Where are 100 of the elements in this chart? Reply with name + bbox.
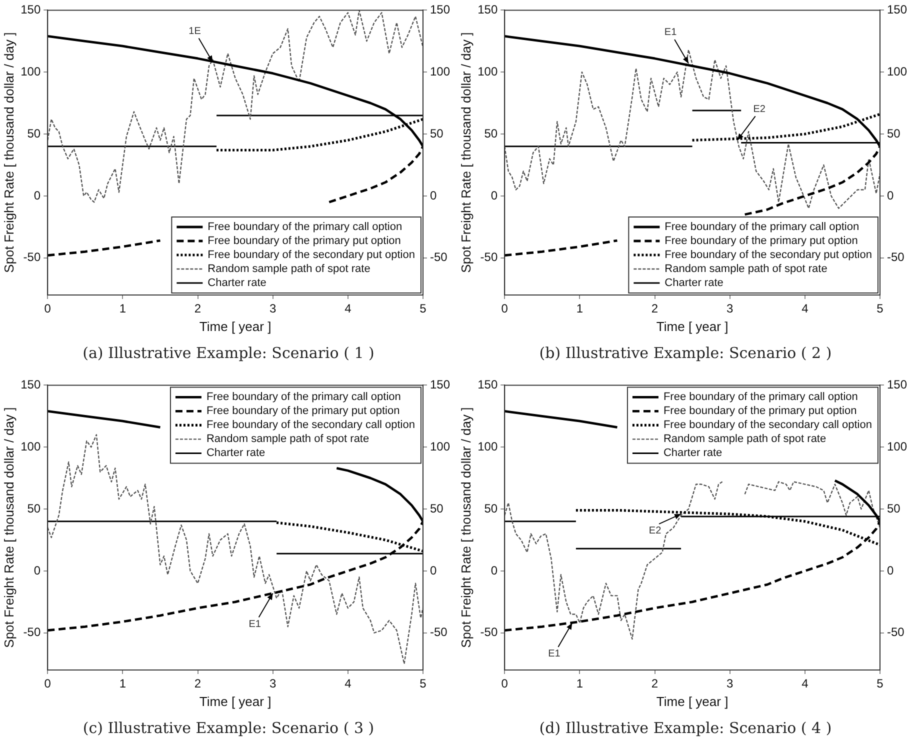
y-tick-label: 50 [484, 126, 498, 140]
text: (b) Illustrative Example: Scenario ( 2 ) [538, 343, 833, 364]
x-tick-label: 4 [344, 676, 352, 691]
x-tick-label: 4 [344, 302, 352, 316]
legend-label: Free boundary of the primary call option [206, 391, 401, 404]
y2-tick-label: 0 [430, 188, 437, 202]
x-tick-label: 5 [876, 302, 884, 316]
y-tick-label: 0 [34, 188, 41, 202]
x-tick-label: 4 [802, 676, 809, 691]
legend-label: Charter rate [208, 277, 266, 290]
line-series [48, 434, 423, 664]
legend-label: Free boundary of the secondary call option [663, 419, 872, 432]
legend-label: Free boundary of the primary put option [206, 405, 400, 418]
y-tick-label: -50 [23, 250, 41, 264]
x-axis-title: Time [ year ] [199, 694, 272, 709]
legend-label: Free boundary of the primary put option [664, 235, 858, 248]
x-tick-label: 1 [576, 302, 584, 316]
y-tick-label: 150 [20, 2, 41, 17]
x-tick-label: 0 [44, 676, 52, 691]
y-axis-title: Spot Freight Rate [ thousand dollar / day ] [458, 407, 474, 648]
legend-label: Random sample path of spot rate [208, 263, 370, 276]
y-tick-label: 0 [490, 188, 498, 202]
y2-tick-label: -50 [886, 250, 905, 264]
line-series [504, 49, 880, 209]
legend-label: Free boundary of the primary put option [208, 235, 401, 248]
x-tick-label: 2 [194, 302, 202, 316]
legend-label: Free boundary of the primary call option [663, 391, 858, 404]
y2-tick-label: 50 [430, 126, 444, 140]
legend-label: Free boundary of the primary call option [208, 221, 402, 234]
legend-label: Free boundary of the secondary put option [664, 249, 872, 262]
y-axis-title: Spot Freight Rate [ thousand dollar / day ] [1, 32, 16, 273]
x-tick-label: 5 [420, 676, 427, 691]
y2-tick-label: 150 [430, 2, 450, 17]
y2-tick-label: 0 [430, 563, 437, 578]
y-tick-label: 150 [478, 378, 498, 392]
y2-tick-label: 100 [430, 439, 450, 454]
y-axis-title: Spot Freight Rate [ thousand dollar / day ] [458, 32, 474, 273]
y-tick-label: 50 [27, 126, 41, 140]
x-tick-label: 0 [501, 676, 508, 691]
y2-tick-label: 50 [430, 501, 444, 516]
y-tick-label: 0 [34, 563, 41, 578]
y-tick-label: 150 [20, 378, 41, 392]
x-tick-label: 5 [420, 302, 427, 316]
y2-tick-label: 150 [430, 378, 450, 392]
y-tick-label: 150 [478, 2, 498, 17]
legend-label: Random sample path of spot rate [663, 433, 826, 446]
x-tick-label: 5 [876, 676, 884, 691]
legend-label: Charter rate [663, 447, 722, 460]
annotation: E2 [648, 526, 662, 537]
y-tick-label: 0 [490, 563, 498, 578]
legend-label: Charter rate [664, 277, 724, 290]
y2-tick-label: 100 [886, 439, 908, 454]
y2-tick-label: 0 [886, 563, 894, 578]
y2-tick-label: 100 [886, 64, 908, 78]
y-tick-label: 100 [478, 64, 498, 78]
x-tick-label: 3 [726, 302, 734, 316]
y2-tick-label: -50 [886, 625, 905, 640]
x-axis-title: Time [ year ] [656, 694, 728, 709]
y2-tick-label: 100 [430, 64, 450, 78]
x-tick-label: 4 [802, 302, 809, 316]
y2-tick-label: 0 [886, 188, 894, 202]
annotation: E2 [753, 104, 766, 115]
x-tick-label: 1 [576, 676, 584, 691]
text: (c) Illustrative Example: Scenario ( 3 ) [82, 718, 376, 739]
y-tick-label: 100 [20, 439, 41, 454]
legend-label: Free boundary of the primary call option [664, 221, 860, 234]
x-axis-title: Time [ year ] [199, 318, 272, 334]
y-tick-label: -50 [480, 625, 498, 640]
x-tick-label: 1 [119, 676, 126, 691]
y-tick-label: 100 [478, 439, 498, 454]
y2-tick-label: 50 [886, 126, 901, 140]
legend-label: Free boundary of the primary put option [663, 405, 857, 418]
y-axis-title: Spot Freight Rate [ thousand dollar / day ] [1, 407, 16, 648]
y-tick-label: -50 [480, 250, 498, 264]
x-tick-label: 3 [269, 302, 276, 316]
y2-tick-label: -50 [430, 625, 448, 640]
y-tick-label: 100 [20, 64, 41, 78]
text: (a) Illustrative Example: Scenario ( 1 ) [82, 343, 376, 364]
x-axis-title: Time [ year ] [656, 318, 728, 334]
annotation: 1E [188, 26, 202, 37]
y2-tick-label: 50 [886, 501, 901, 516]
text: (d) Illustrative Example: Scenario ( 4 ) [538, 718, 833, 739]
x-tick-label: 0 [44, 302, 52, 316]
line-series [48, 10, 423, 203]
y2-tick-label: 150 [886, 378, 908, 392]
y-tick-label: 50 [484, 501, 498, 516]
annotation: E1 [664, 27, 678, 38]
x-tick-label: 3 [726, 676, 734, 691]
x-tick-label: 2 [194, 676, 202, 691]
y-tick-label: -50 [23, 625, 41, 640]
x-tick-label: 1 [119, 302, 126, 316]
y-tick-label: 50 [27, 501, 41, 516]
annotation: E1 [248, 618, 262, 630]
x-tick-label: 0 [501, 302, 508, 316]
y2-tick-label: 150 [886, 2, 908, 17]
legend-label: Free boundary of the secondary put option [208, 249, 415, 262]
legend-label: Random sample path of spot rate [206, 433, 370, 446]
x-tick-label: 3 [269, 676, 276, 691]
legend-label: Charter rate [206, 447, 266, 460]
x-tick-label: 2 [651, 676, 658, 691]
